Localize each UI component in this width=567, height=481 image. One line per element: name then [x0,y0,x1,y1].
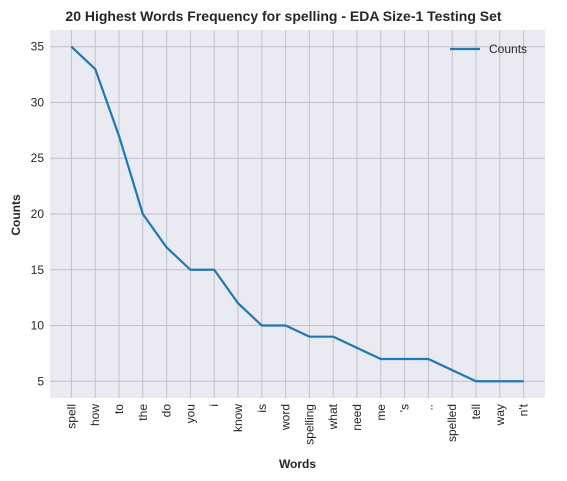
x-tick-label: word [279,404,293,431]
x-tick-label: you [183,404,197,423]
x-tick-label: n't [517,403,531,416]
x-tick-label: the [136,404,150,421]
series-line-counts [70,45,524,383]
x-tick-label: is [255,404,269,413]
x-tick-label: know [231,404,245,432]
y-tick-label: 20 [31,207,45,221]
y-tick-label: 15 [31,263,45,277]
y-tick-label: 10 [31,319,45,333]
x-tick-label: need [350,404,364,431]
x-tick-label: spelling [302,404,316,445]
x-tick-label: way [493,404,507,426]
x-tick-label: spelled [445,404,459,442]
y-tick-label: 35 [31,40,45,54]
x-tick-label: to [112,404,126,414]
x-tick-label: 's [398,404,412,412]
x-tick-label: what [326,403,340,430]
x-tick-label: how [88,404,102,426]
x-tick-label: do [160,404,174,418]
x-tick-label: .. [421,404,435,411]
x-tick-label: i [207,404,221,407]
y-tick-label: 5 [37,374,44,388]
legend-label: Counts [489,42,527,56]
x-tick-label: spell [64,404,78,429]
y-tick-label: 30 [31,95,45,109]
x-tick-label: tell [469,404,483,419]
chart-title: 20 Highest Words Frequency for spelling … [65,8,502,24]
y-axis-label: Counts [9,194,23,236]
x-axis-label: Words [278,457,317,471]
x-tick-label: me [374,404,388,421]
y-tick-label: 25 [31,151,45,165]
